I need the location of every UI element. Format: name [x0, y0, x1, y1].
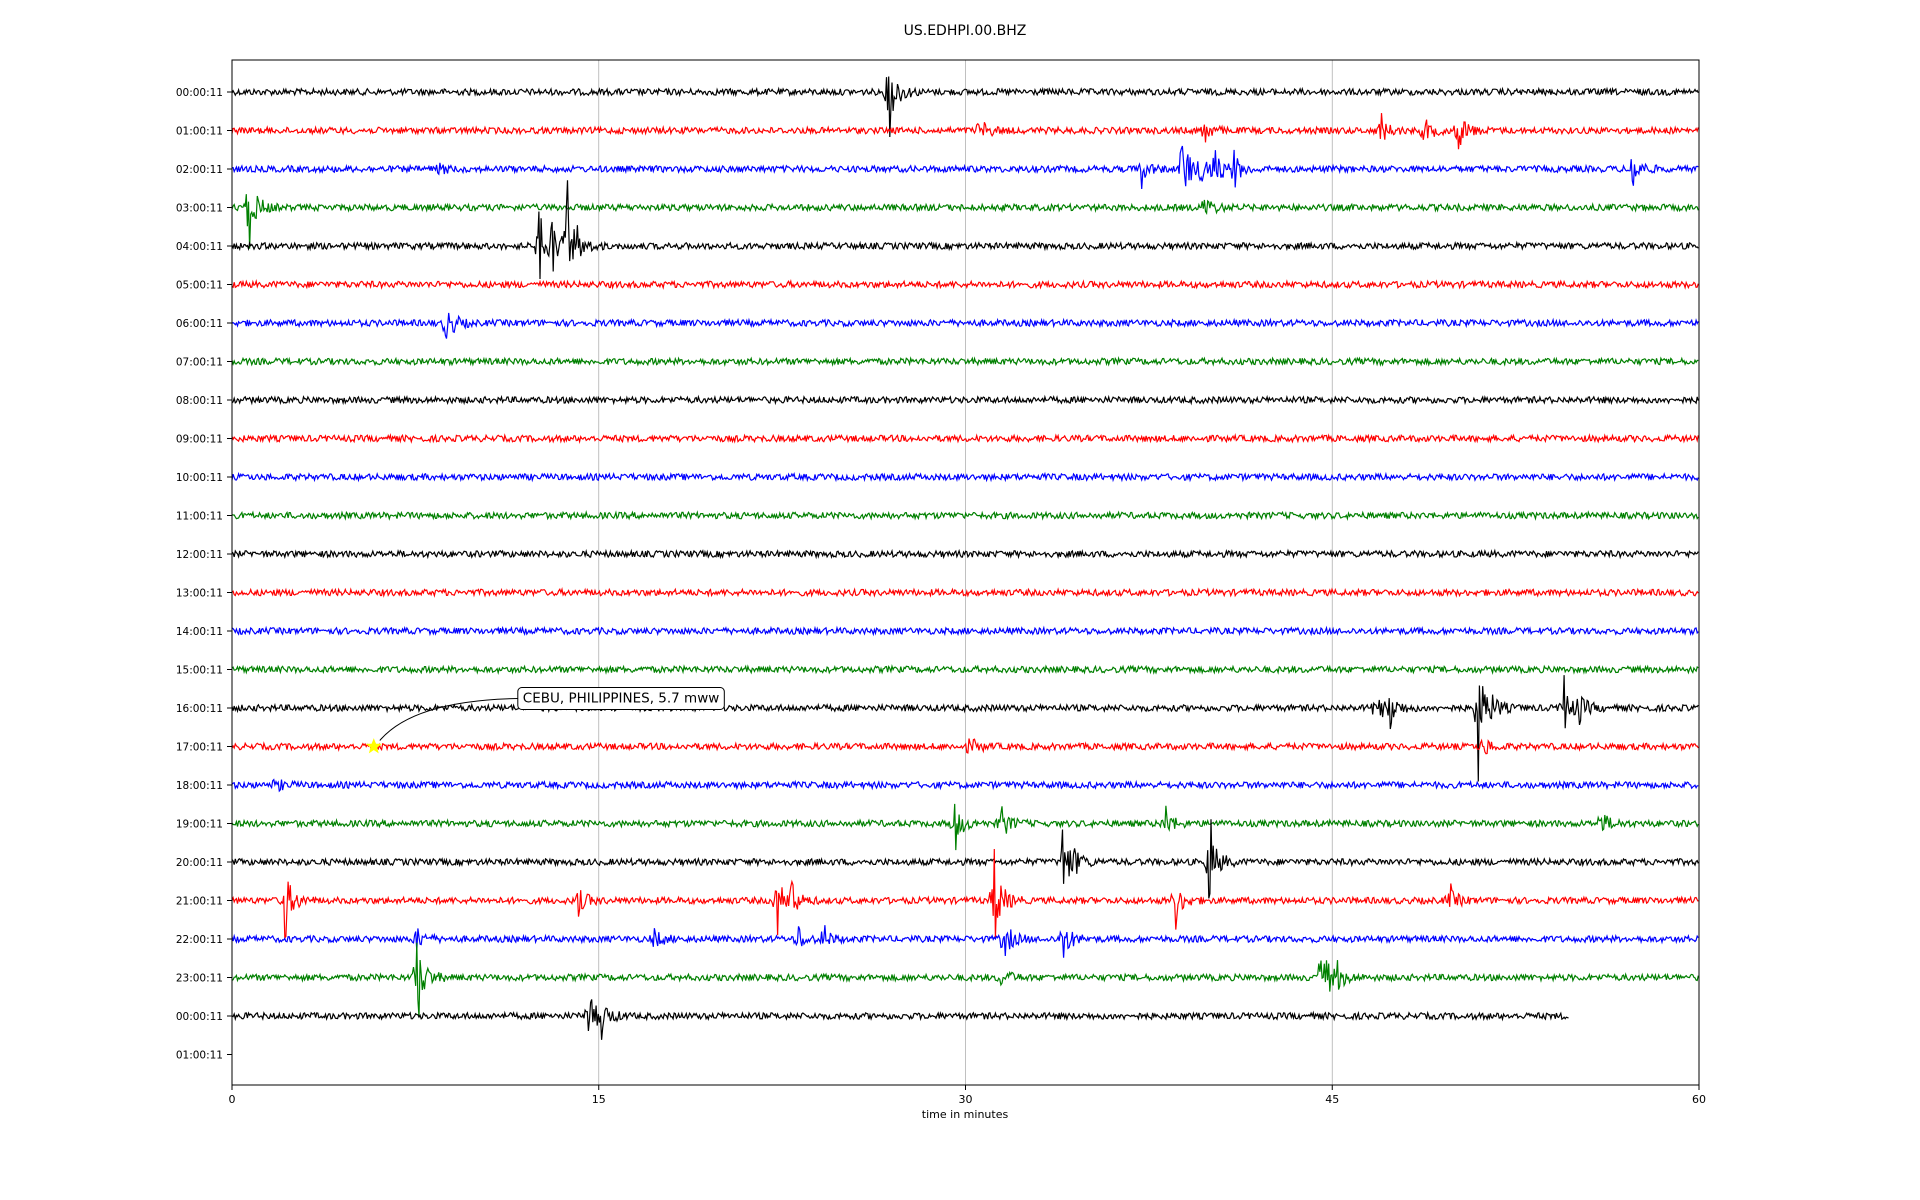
row-label-8: 08:00:11 [176, 395, 223, 407]
trace-row-3 [231, 194, 1699, 249]
trace-row-15 [231, 663, 1699, 676]
row-label-25: 01:00:11 [176, 1050, 223, 1062]
trace-row-23 [231, 942, 1699, 1018]
x-axis-label: time in minutes [922, 1108, 1009, 1121]
row-label-14: 14:00:11 [176, 626, 223, 638]
trace-row-19 [231, 803, 1699, 851]
row-label-6: 06:00:11 [176, 318, 223, 330]
row-label-5: 05:00:11 [176, 280, 223, 292]
trace-row-10 [231, 471, 1699, 483]
x-tick-label-0: 0 [229, 1093, 236, 1106]
row-label-10: 10:00:11 [176, 472, 223, 484]
row-label-7: 07:00:11 [176, 357, 223, 369]
row-label-22: 22:00:11 [176, 934, 223, 946]
trace-row-1 [231, 113, 1699, 150]
x-tick-label-1: 15 [592, 1093, 606, 1106]
row-label-15: 15:00:11 [176, 665, 223, 677]
row-label-11: 11:00:11 [176, 511, 223, 523]
trace-row-9 [231, 432, 1699, 444]
row-label-20: 20:00:11 [176, 857, 223, 869]
x-axis-ticks: 0 15 30 45 60 [229, 1085, 1706, 1106]
trace-row-12 [231, 548, 1699, 560]
trace-row-13 [231, 587, 1699, 598]
trace-row-8 [231, 394, 1699, 406]
event-connector-0 [379, 698, 518, 741]
trace-row-5 [231, 279, 1699, 290]
chart-title: US.EDHPI.00.BHZ [904, 23, 1027, 39]
row-label-3: 03:00:11 [176, 203, 223, 215]
x-tick-label-2: 30 [959, 1093, 973, 1106]
event-annotations: CEBU, PHILIPPINES, 5.7 mww [365, 687, 725, 754]
row-time-labels: 00:00:11 01:00:11 02:00:11 03:00:11 04:00:11… [176, 87, 232, 1062]
row-label-21: 21:00:11 [176, 896, 223, 908]
vertical-gridlines [598, 60, 1333, 1085]
event-star-icon-0 [365, 738, 382, 754]
trace-row-4 [231, 180, 1699, 280]
row-label-23: 23:00:11 [176, 973, 223, 985]
row-label-17: 17:00:11 [176, 742, 223, 754]
row-label-9: 09:00:11 [176, 434, 223, 446]
trace-row-24 [231, 999, 1569, 1040]
trace-row-20 [231, 819, 1699, 899]
row-label-2: 02:00:11 [176, 164, 223, 176]
row-label-24: 00:00:11 [176, 1011, 223, 1023]
row-label-16: 16:00:11 [176, 703, 223, 715]
x-tick-label-4: 60 [1692, 1093, 1706, 1106]
x-tick-label-3: 45 [1325, 1093, 1339, 1106]
row-label-0: 00:00:11 [176, 87, 223, 99]
trace-row-6 [231, 312, 1699, 339]
row-label-18: 18:00:11 [176, 780, 223, 792]
row-label-12: 12:00:11 [176, 549, 223, 561]
row-label-1: 01:00:11 [176, 126, 223, 138]
trace-row-21 [231, 848, 1699, 940]
trace-group [231, 76, 1699, 1040]
row-label-13: 13:00:11 [176, 588, 223, 600]
event-label-0: CEBU, PHILIPPINES, 5.7 mww [523, 691, 720, 707]
trace-row-17 [231, 738, 1699, 755]
trace-row-22 [231, 925, 1699, 958]
trace-row-16 [231, 675, 1699, 782]
row-label-19: 19:00:11 [176, 819, 223, 831]
trace-row-11 [231, 509, 1699, 522]
trace-row-0 [231, 76, 1699, 138]
trace-row-2 [232, 145, 1699, 190]
trace-row-7 [231, 355, 1699, 368]
trace-row-14 [231, 625, 1699, 637]
trace-row-18 [231, 778, 1699, 793]
row-label-4: 04:00:11 [176, 241, 223, 253]
